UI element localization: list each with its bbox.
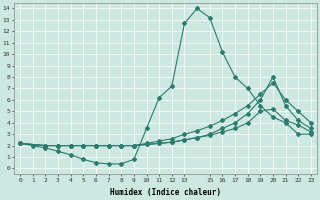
X-axis label: Humidex (Indice chaleur): Humidex (Indice chaleur) — [110, 188, 221, 197]
